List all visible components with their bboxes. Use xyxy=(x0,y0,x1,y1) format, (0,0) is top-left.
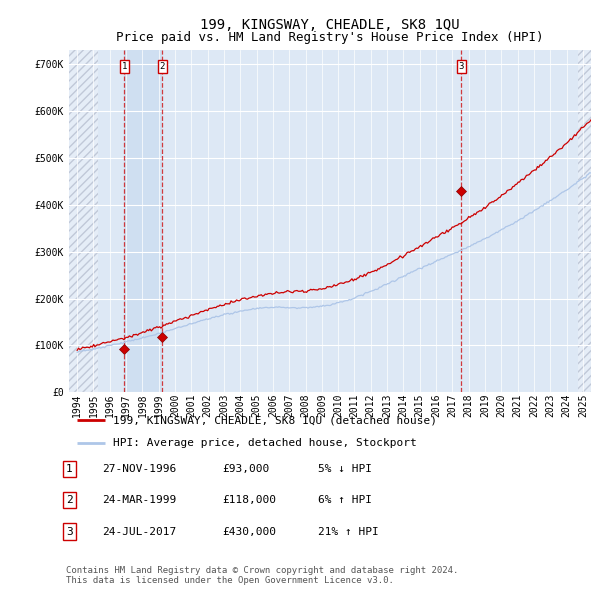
Bar xyxy=(578,50,591,392)
Text: 3: 3 xyxy=(459,62,464,71)
Text: Contains HM Land Registry data © Crown copyright and database right 2024.
This d: Contains HM Land Registry data © Crown c… xyxy=(66,566,458,585)
Text: 27-NOV-1996: 27-NOV-1996 xyxy=(102,464,176,474)
Text: 24-MAR-1999: 24-MAR-1999 xyxy=(102,496,176,505)
Text: HPI: Average price, detached house, Stockport: HPI: Average price, detached house, Stoc… xyxy=(113,438,417,448)
Text: Price paid vs. HM Land Registry's House Price Index (HPI): Price paid vs. HM Land Registry's House … xyxy=(116,31,544,44)
Text: £93,000: £93,000 xyxy=(222,464,269,474)
Bar xyxy=(124,50,163,392)
Text: 2: 2 xyxy=(160,62,165,71)
Text: 21% ↑ HPI: 21% ↑ HPI xyxy=(318,527,379,536)
Text: 2: 2 xyxy=(66,496,73,505)
Bar xyxy=(578,50,591,392)
Bar xyxy=(69,50,98,392)
Text: 5% ↓ HPI: 5% ↓ HPI xyxy=(318,464,372,474)
Text: 24-JUL-2017: 24-JUL-2017 xyxy=(102,527,176,536)
Text: 199, KINGSWAY, CHEADLE, SK8 1QU (detached house): 199, KINGSWAY, CHEADLE, SK8 1QU (detache… xyxy=(113,415,437,425)
Text: £430,000: £430,000 xyxy=(222,527,276,536)
Text: £118,000: £118,000 xyxy=(222,496,276,505)
Text: 1: 1 xyxy=(122,62,127,71)
Text: 1: 1 xyxy=(66,464,73,474)
Text: 3: 3 xyxy=(66,527,73,536)
Bar xyxy=(69,50,98,392)
Text: 6% ↑ HPI: 6% ↑ HPI xyxy=(318,496,372,505)
Text: 199, KINGSWAY, CHEADLE, SK8 1QU: 199, KINGSWAY, CHEADLE, SK8 1QU xyxy=(200,18,460,32)
